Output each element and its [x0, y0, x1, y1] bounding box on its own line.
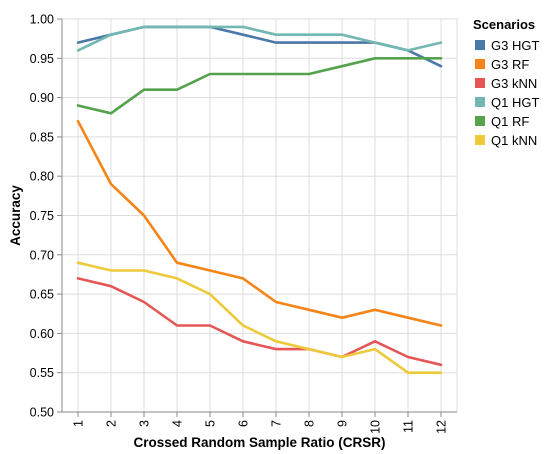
x-tick-label: 8 — [303, 420, 317, 427]
legend-swatch — [475, 135, 485, 145]
series-line-q1-rf — [76, 56, 443, 115]
x-tick-label: 5 — [204, 420, 218, 427]
x-axis: 1 2 3 4 5 6 7 8 9 10 11 12 — [62, 411, 457, 434]
x-tick-label: 2 — [105, 420, 119, 427]
x-tick-label: 10 — [369, 420, 383, 434]
legend-label: G3 RF — [491, 57, 529, 72]
x-tick-label: 12 — [435, 420, 449, 434]
legend-swatch — [475, 59, 485, 69]
y-tick-label: 0.75 — [30, 209, 54, 223]
x-tick-label: 1 — [72, 420, 86, 427]
y-tick-label: 0.80 — [30, 170, 54, 184]
y-axis-title: Accuracy — [8, 185, 23, 246]
x-tick-label: 7 — [270, 420, 284, 427]
legend: Scenarios G3 HGT G3 RF G3 kNN Q1 HGT Q1 RF Q1… — [473, 17, 539, 148]
x-tick-label: 9 — [336, 420, 350, 427]
legend-label: Q1 kNN — [491, 133, 537, 148]
legend-swatch — [475, 97, 485, 107]
y-axis: 0.50 0.55 0.60 0.65 0.70 0.75 0.80 0.85 0.90 0.95… — [30, 13, 63, 420]
y-tick-label: 0.65 — [30, 288, 54, 302]
series-line-q1-knn — [76, 261, 443, 375]
y-tick-label: 0.85 — [30, 130, 54, 144]
legend-title: Scenarios — [473, 17, 535, 32]
legend-label: G3 HGT — [491, 38, 539, 53]
series-line-g3-rf — [76, 119, 443, 327]
y-tick-label: 0.70 — [30, 248, 54, 262]
legend-label: G3 kNN — [491, 76, 537, 91]
x-tick-label: 4 — [171, 420, 185, 427]
y-tick-label: 1.00 — [30, 13, 54, 27]
series-line-q1-hgt — [76, 25, 443, 52]
series-line-g3-knn — [76, 277, 443, 367]
y-tick-label: 0.95 — [30, 52, 54, 66]
legend-swatch — [475, 40, 485, 50]
legend-swatch — [475, 116, 485, 126]
x-tick-label: 6 — [237, 420, 251, 427]
y-tick-label: 0.60 — [30, 327, 54, 341]
series-lines — [76, 25, 443, 375]
y-tick-label: 0.55 — [30, 366, 54, 380]
y-tick-label: 0.50 — [30, 406, 54, 420]
x-tick-label: 11 — [402, 420, 416, 433]
x-axis-title: Crossed Random Sample Ratio (CRSR) — [133, 435, 385, 450]
y-tick-label: 0.90 — [30, 91, 54, 105]
x-tick-label: 3 — [138, 420, 152, 427]
legend-label: Q1 RF — [491, 114, 529, 129]
legend-swatch — [475, 78, 485, 88]
legend-label: Q1 HGT — [491, 95, 539, 110]
